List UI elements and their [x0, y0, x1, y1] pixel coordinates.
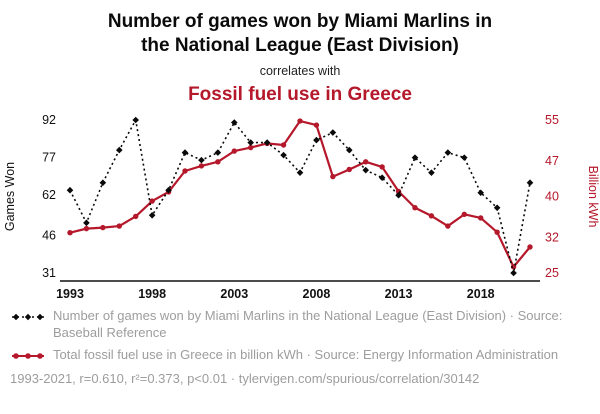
x-tick-label: 2008: [303, 287, 331, 301]
circle-marker: [330, 174, 336, 180]
left-tick-label: 77: [42, 151, 56, 165]
circle-marker: [133, 213, 139, 220]
circle-marker: [478, 215, 484, 221]
title-line-1: Number of games won by Miami Marlins in: [107, 11, 493, 32]
x-tick-label: 2003: [220, 287, 248, 301]
diamond-marker: [411, 154, 419, 162]
diamond-marker: [526, 179, 534, 187]
circle-marker: [428, 213, 435, 219]
circle-marker: [379, 164, 385, 170]
left-tick-label: 46: [42, 228, 56, 242]
x-tick-label: 2018: [467, 287, 495, 301]
diamond-marker: [428, 169, 435, 177]
chart-legend: Number of games won by Miami Marlins in …: [0, 306, 600, 386]
diamond-marker: [230, 119, 238, 126]
correlates-with-label: correlates with: [259, 64, 341, 79]
circle-marker: [445, 223, 451, 229]
diamond-marker: [345, 146, 353, 154]
secondary-title: Fossil fuel use in Greece: [188, 84, 412, 106]
right-tick-label: 32: [545, 230, 559, 244]
circle-marker: [83, 226, 90, 232]
circle-marker: [527, 244, 533, 250]
circle-marker: [182, 168, 188, 174]
circle-marker: [510, 264, 517, 270]
circle-marker: [346, 166, 352, 173]
diamond-marker: [362, 166, 370, 174]
fossil-fuel-line: [69, 120, 531, 269]
circle-marker: [100, 225, 106, 231]
x-tick-label: 1998: [138, 287, 166, 301]
diamond-marker: [444, 149, 452, 157]
diamond-marker: [313, 136, 320, 144]
circle-marker: [116, 223, 122, 229]
circle-marker: [149, 198, 155, 204]
correlation-line-chart: 1993 1998 2003 2008 2013 2018 31 46 62 77 92 25 32 40…: [3, 113, 600, 301]
diamond-marker: [165, 187, 172, 194]
circle-marker: [313, 122, 320, 128]
right-axis-title: Billion kWh: [586, 166, 600, 228]
circle-marker: [231, 148, 237, 154]
right-tick-label: 47: [545, 154, 559, 168]
circle-marker: [198, 163, 205, 169]
circle-marker: [363, 159, 369, 165]
chart-header: Number of games won by Miami Marlins in t…: [0, 10, 600, 106]
diamond-marker: [460, 154, 468, 162]
title-line-2: the National League (East Division): [141, 34, 459, 56]
circle-marker: [280, 142, 287, 148]
left-axis-title: Games Won: [3, 162, 17, 231]
diamond-marker: [66, 187, 74, 194]
circle-marker: [67, 230, 73, 236]
circle-marker: [297, 118, 303, 124]
circle-marker: [412, 205, 418, 211]
diamond-marker: [132, 116, 140, 124]
circle-marker: [215, 159, 221, 165]
right-tick-label: 55: [545, 113, 559, 127]
left-tick-label: 31: [42, 266, 56, 280]
circle-marker: [461, 211, 467, 218]
diamond-marker: [83, 219, 90, 227]
x-tick-label: 2013: [385, 287, 413, 301]
circle-marker: [494, 229, 500, 235]
diamond-marker: [477, 189, 485, 197]
diamond-marker: [296, 169, 304, 177]
diamond-marker: [510, 269, 517, 277]
red-solid-circle-line-icon: [12, 353, 44, 359]
diamond-marker: [214, 149, 222, 157]
diamond-marker: [181, 149, 189, 157]
page-title: Number of games won by Miami Marlins in t…: [0, 10, 600, 57]
marlins-wins-line: [69, 119, 531, 274]
left-tick-label: 62: [42, 188, 56, 202]
diamond-marker: [99, 179, 107, 187]
black-dotted-diamond-line-icon: [12, 313, 44, 321]
stats-footer: 1993-2021, r=0.610, r²=0.373, p<0.01 · t…: [10, 370, 480, 386]
legend-item-fossil-fuel: Total fossil fuel use in Greece in billi…: [10, 347, 585, 364]
right-tick-label: 40: [545, 190, 559, 204]
diamond-marker: [329, 129, 337, 136]
legend-item-label: Total fossil fuel use in Greece in billi…: [53, 346, 559, 362]
diamond-marker: [115, 146, 123, 154]
x-tick-label: 1993: [56, 287, 84, 301]
circle-marker: [248, 144, 254, 151]
left-tick-label: 92: [42, 113, 56, 127]
diamond-marker: [198, 156, 205, 164]
legend-item-marlins-wins: Number of games won by Miami Marlins in …: [10, 308, 585, 342]
right-tick-label: 25: [545, 266, 559, 280]
legend-item-label: Number of games won by Miami Marlins in …: [53, 308, 563, 340]
